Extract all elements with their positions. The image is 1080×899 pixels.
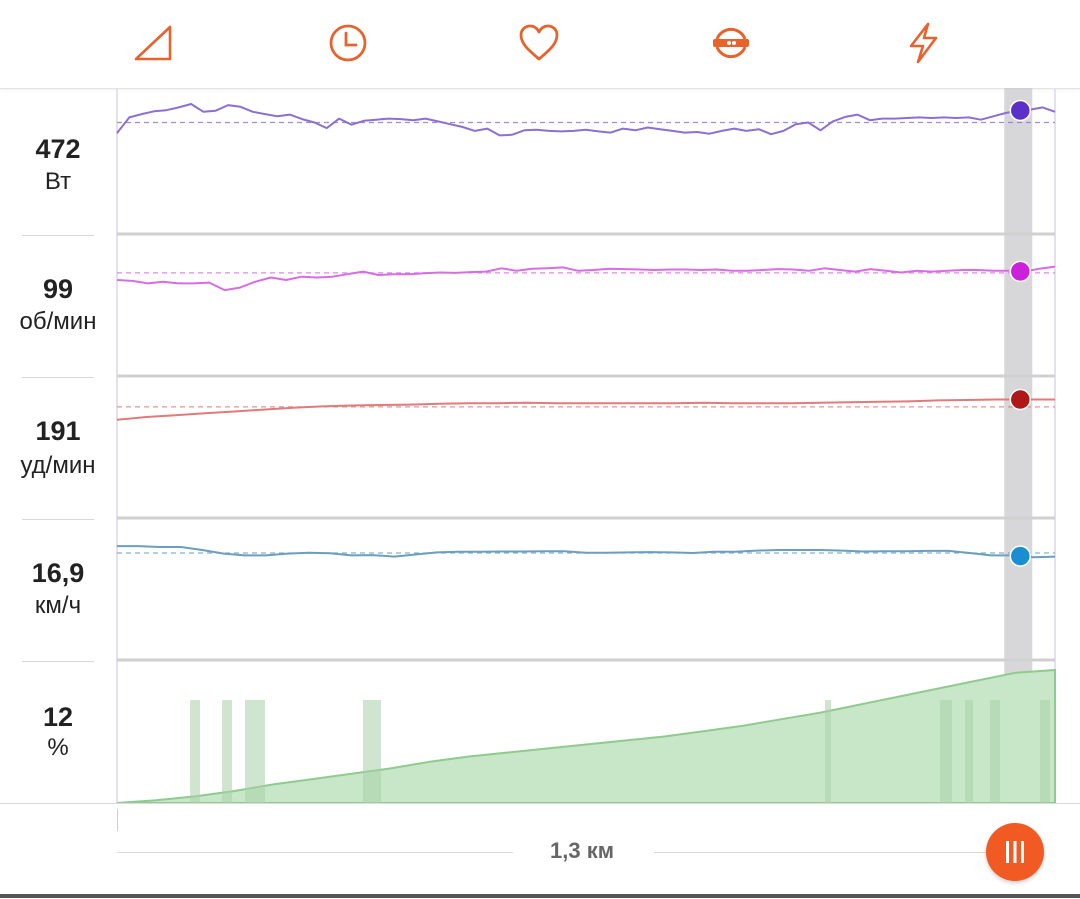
scrubber-track-right bbox=[654, 852, 986, 853]
cadence-series-line bbox=[116, 265, 1056, 292]
grade-stripe bbox=[245, 700, 265, 803]
power-meter-icon[interactable] bbox=[708, 20, 754, 66]
power-label: 472 Вт bbox=[0, 90, 116, 232]
cadence-value: 99 bbox=[42, 274, 74, 304]
power-series-line bbox=[116, 103, 1056, 137]
cadence-unit: об/мин bbox=[19, 308, 97, 335]
cadence-label: 99 об/мин bbox=[0, 232, 116, 374]
grade-unit: % bbox=[47, 734, 69, 761]
grade-area bbox=[116, 668, 1056, 803]
grade-stripe bbox=[222, 700, 232, 803]
power-unit: Вт bbox=[44, 168, 72, 195]
label-divider bbox=[22, 235, 94, 236]
scrubber-start-tick bbox=[117, 809, 118, 831]
speed-series-line bbox=[117, 545, 1056, 559]
label-divider bbox=[22, 661, 94, 662]
heart-rate-unit: уд/мин bbox=[20, 452, 96, 479]
distance-scrubber: 1,3 км bbox=[0, 803, 1080, 899]
clock-icon[interactable] bbox=[325, 20, 371, 66]
metric-toolbar bbox=[0, 0, 1080, 89]
metric-labels: 472 Вт 99 об/мин 191 уд/мин 16,9 км/ч 12… bbox=[0, 90, 116, 803]
label-divider bbox=[22, 377, 94, 378]
grade-stripe bbox=[825, 700, 831, 803]
grade-stripe bbox=[990, 700, 1000, 803]
grade-value: 12 bbox=[42, 702, 74, 732]
scrubber-handle[interactable] bbox=[986, 823, 1044, 881]
distance-label: 1,3 км bbox=[550, 838, 614, 863]
grade-stripe bbox=[965, 700, 973, 803]
speed-value: 16,9 bbox=[31, 558, 85, 588]
heart-rate-label: 191 уд/мин bbox=[0, 374, 116, 516]
lightning-icon[interactable] bbox=[900, 20, 946, 66]
label-divider bbox=[22, 519, 94, 520]
grip-icon bbox=[1006, 841, 1024, 863]
heart-rate-value: 191 bbox=[35, 416, 81, 446]
speed-label: 16,9 км/ч bbox=[0, 516, 116, 658]
system-bar bbox=[0, 894, 1080, 898]
grade-stripe bbox=[190, 700, 200, 803]
grade-label: 12 % bbox=[0, 658, 116, 800]
cadence-cursor-dot bbox=[1009, 260, 1032, 283]
power-value: 472 bbox=[35, 134, 81, 164]
grade-stripe bbox=[363, 700, 381, 803]
speed-cursor-dot bbox=[1009, 545, 1032, 567]
speed-unit: км/ч bbox=[34, 592, 82, 619]
grade-stripe bbox=[940, 700, 952, 803]
metrics-chart[interactable] bbox=[0, 88, 1080, 803]
scrubber-track-left bbox=[117, 852, 513, 853]
heart_rate-series-line bbox=[116, 398, 1055, 421]
heart_rate-cursor-dot bbox=[1009, 388, 1032, 411]
gradient-icon[interactable] bbox=[130, 20, 176, 66]
grade-stripe bbox=[1040, 700, 1050, 803]
heart-icon[interactable] bbox=[516, 20, 562, 66]
power-cursor-dot bbox=[1009, 99, 1032, 122]
